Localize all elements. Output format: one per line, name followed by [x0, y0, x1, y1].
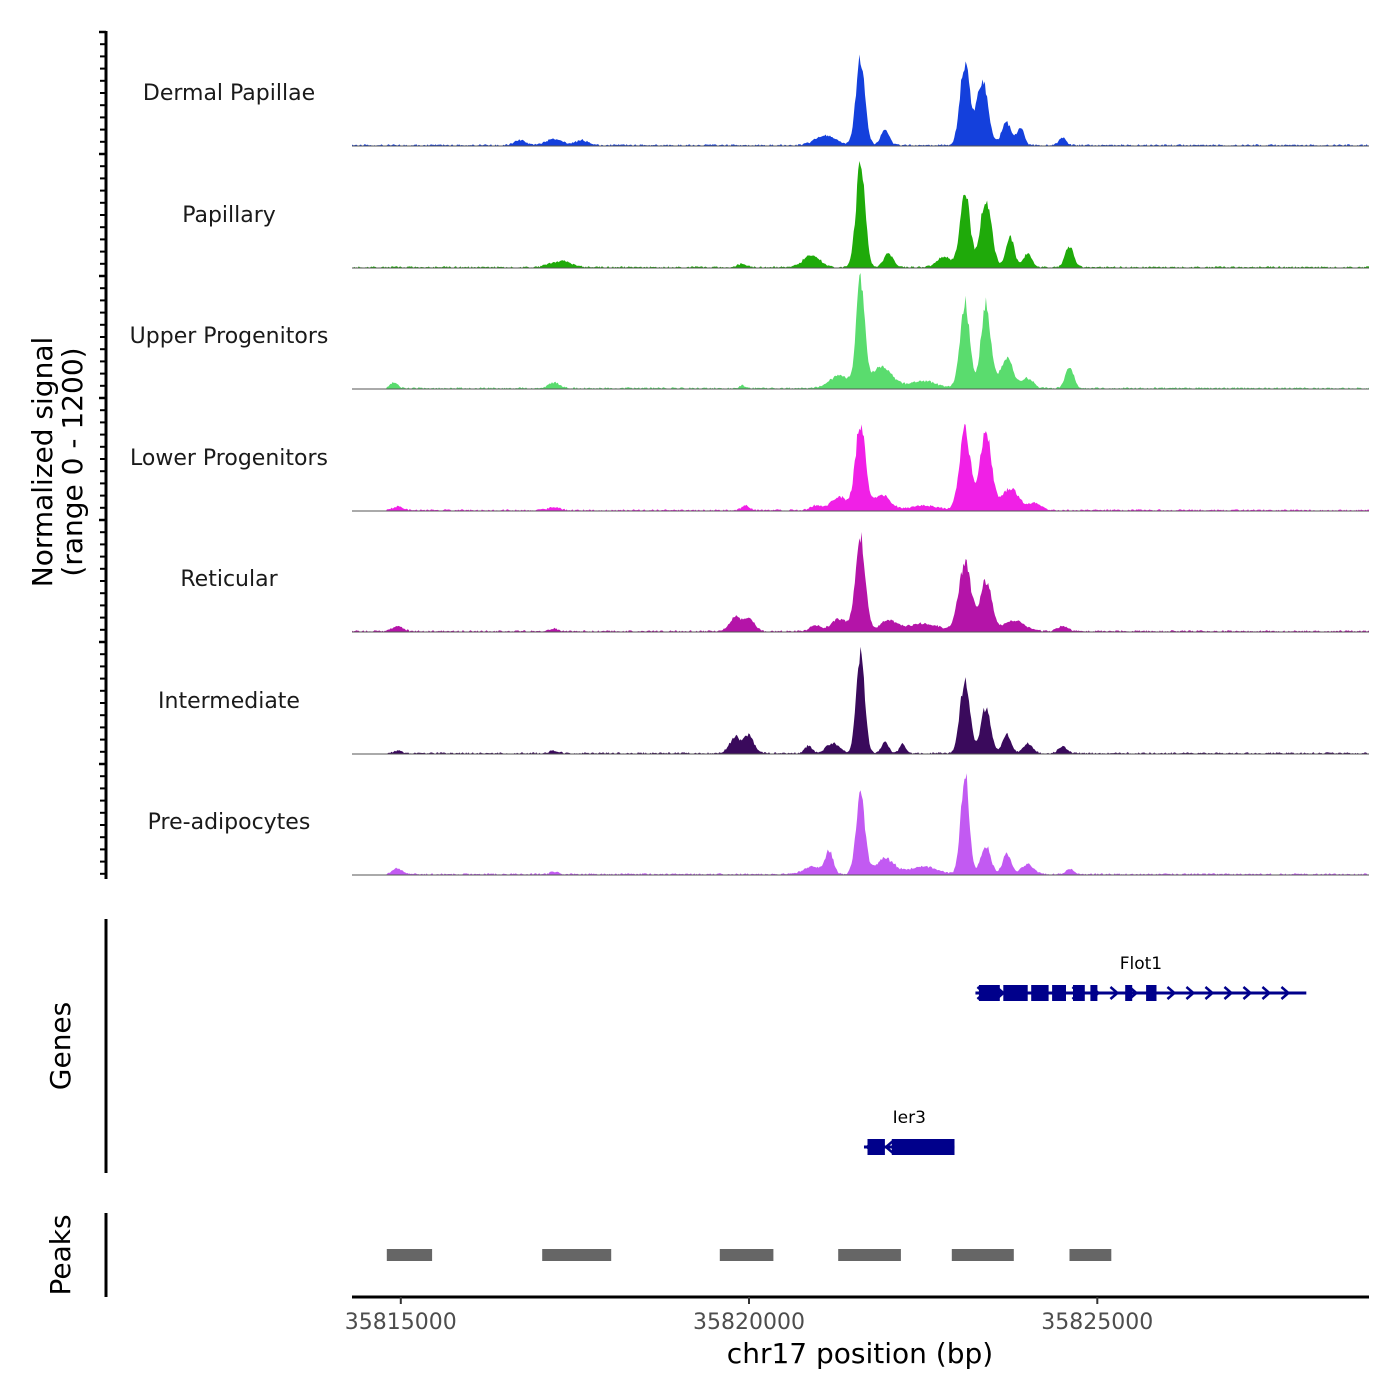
y-axis-title-line2: (range 0 - 1200): [56, 347, 89, 576]
peak-region: [719, 1249, 774, 1261]
track-label-lower-progenitors: Lower Progenitors: [130, 446, 328, 471]
strand-arrow: [1109, 986, 1120, 1000]
gene-models: Flot1 Ier3: [863, 954, 1307, 1155]
x-tick-label: 35825000: [1041, 1310, 1153, 1335]
signal-area-upper-progenitors: [352, 273, 1369, 389]
x-tick-label: 35820000: [693, 1310, 805, 1335]
gene-exon: [1125, 985, 1133, 1001]
track-label-dermal-papillae: Dermal Papillae: [143, 81, 315, 106]
x-axis-ticks: 35815000 35820000 35825000: [345, 1297, 1153, 1335]
track-label-reticular: Reticular: [180, 567, 278, 592]
gene-label-flot1: Flot1: [1120, 954, 1162, 974]
gene-exon: [1146, 985, 1157, 1001]
track-label-papillary: Papillary: [182, 203, 276, 228]
peak-region: [1069, 1249, 1112, 1261]
track-papillary: [352, 161, 1369, 269]
gene-exon: [1052, 985, 1066, 1001]
strand-arrow: [1204, 986, 1215, 1000]
signal-area-pre-adipocytes: [352, 773, 1369, 875]
track-intermediate: [352, 646, 1369, 755]
strand-arrow: [1242, 986, 1253, 1000]
track-pre-adipocytes: [352, 773, 1369, 876]
gene-exon: [1003, 985, 1028, 1001]
signal-tracks: [352, 54, 1369, 876]
x-axis-title: chr17 position (bp): [727, 1337, 993, 1370]
strand-arrow: [1261, 986, 1272, 1000]
signal-area-lower-progenitors: [352, 424, 1369, 511]
gene-exon: [1090, 985, 1098, 1001]
gene-exon: [978, 985, 1000, 1001]
x-tick-label: 35815000: [345, 1310, 457, 1335]
strand-arrow: [1166, 986, 1177, 1000]
strand-arrow: [1280, 986, 1291, 1000]
peak-region: [386, 1249, 433, 1261]
gene-exon: [891, 1139, 955, 1155]
signal-area-dermal-papillae: [352, 54, 1369, 146]
peak-region: [951, 1249, 1014, 1261]
signal-area-reticular: [352, 532, 1369, 632]
strand-arrow: [1223, 986, 1234, 1000]
gene-ier3: Ier3: [863, 1108, 955, 1155]
strand-arrow: [884, 1140, 894, 1154]
gene-exon: [1031, 985, 1049, 1001]
peak-region: [542, 1249, 612, 1261]
signal-area-papillary: [352, 161, 1369, 268]
strand-arrow: [1185, 986, 1196, 1000]
peaks-track-title: Peaks: [44, 1214, 77, 1295]
track-reticular: [352, 532, 1369, 633]
track-lower-progenitors: [352, 424, 1369, 512]
signal-y-ticks: [99, 30, 106, 875]
track-label-upper-progenitors: Upper Progenitors: [130, 324, 329, 349]
gene-flot1: Flot1: [975, 954, 1307, 1001]
y-axis-title-line1: Normalized signal: [26, 337, 59, 588]
peak-region: [838, 1249, 901, 1261]
peak-regions: [386, 1249, 1112, 1261]
track-label-pre-adipocytes: Pre-adipocytes: [148, 810, 311, 835]
track-label-intermediate: Intermediate: [158, 689, 300, 714]
gene-exon: [1073, 985, 1085, 1001]
gene-exon: [867, 1139, 885, 1155]
signal-area-intermediate: [352, 646, 1369, 754]
genes-track-title: Genes: [44, 1002, 77, 1090]
track-dermal-papillae: [352, 54, 1369, 147]
track-upper-progenitors: [352, 273, 1369, 390]
gene-label-ier3: Ier3: [893, 1108, 926, 1128]
